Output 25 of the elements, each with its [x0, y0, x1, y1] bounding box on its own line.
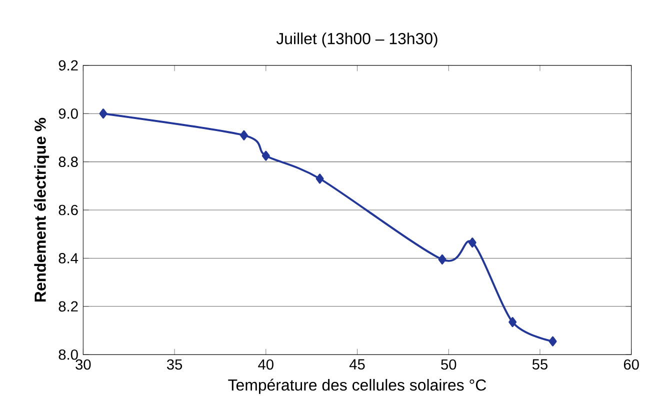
y-tick-label: 8.4 [58, 253, 78, 264]
y-tick-label: 8.2 [58, 301, 78, 312]
point [468, 238, 476, 248]
point [508, 317, 517, 328]
point [240, 130, 248, 140]
y-axis-title: Rendement électrique % [34, 118, 50, 302]
x-tick-label: 55 [532, 359, 548, 370]
x-tick-label: 60 [624, 359, 639, 370]
x-tick-label: 50 [441, 359, 456, 370]
y-tick-label: 9.0 [58, 108, 78, 119]
x-tick-label: 45 [349, 359, 365, 370]
y-tick-label: 9.2 [58, 60, 78, 71]
point [262, 150, 270, 161]
y-tick-label: 8.6 [58, 204, 78, 216]
point [316, 174, 324, 184]
x-tick-label: 30 [76, 359, 91, 370]
x-tick-label: 35 [166, 359, 182, 370]
point [438, 254, 446, 264]
point [99, 108, 108, 119]
chart-title: Juillet (13h00 – 13h30) [276, 32, 438, 48]
y-tick-label: 8.0 [58, 350, 78, 360]
y-tick-label: 8.8 [58, 156, 78, 168]
point [548, 336, 557, 346]
x-tick-label: 40 [258, 359, 274, 370]
x-axis-title: Température des cellules solaires °C [228, 378, 486, 394]
